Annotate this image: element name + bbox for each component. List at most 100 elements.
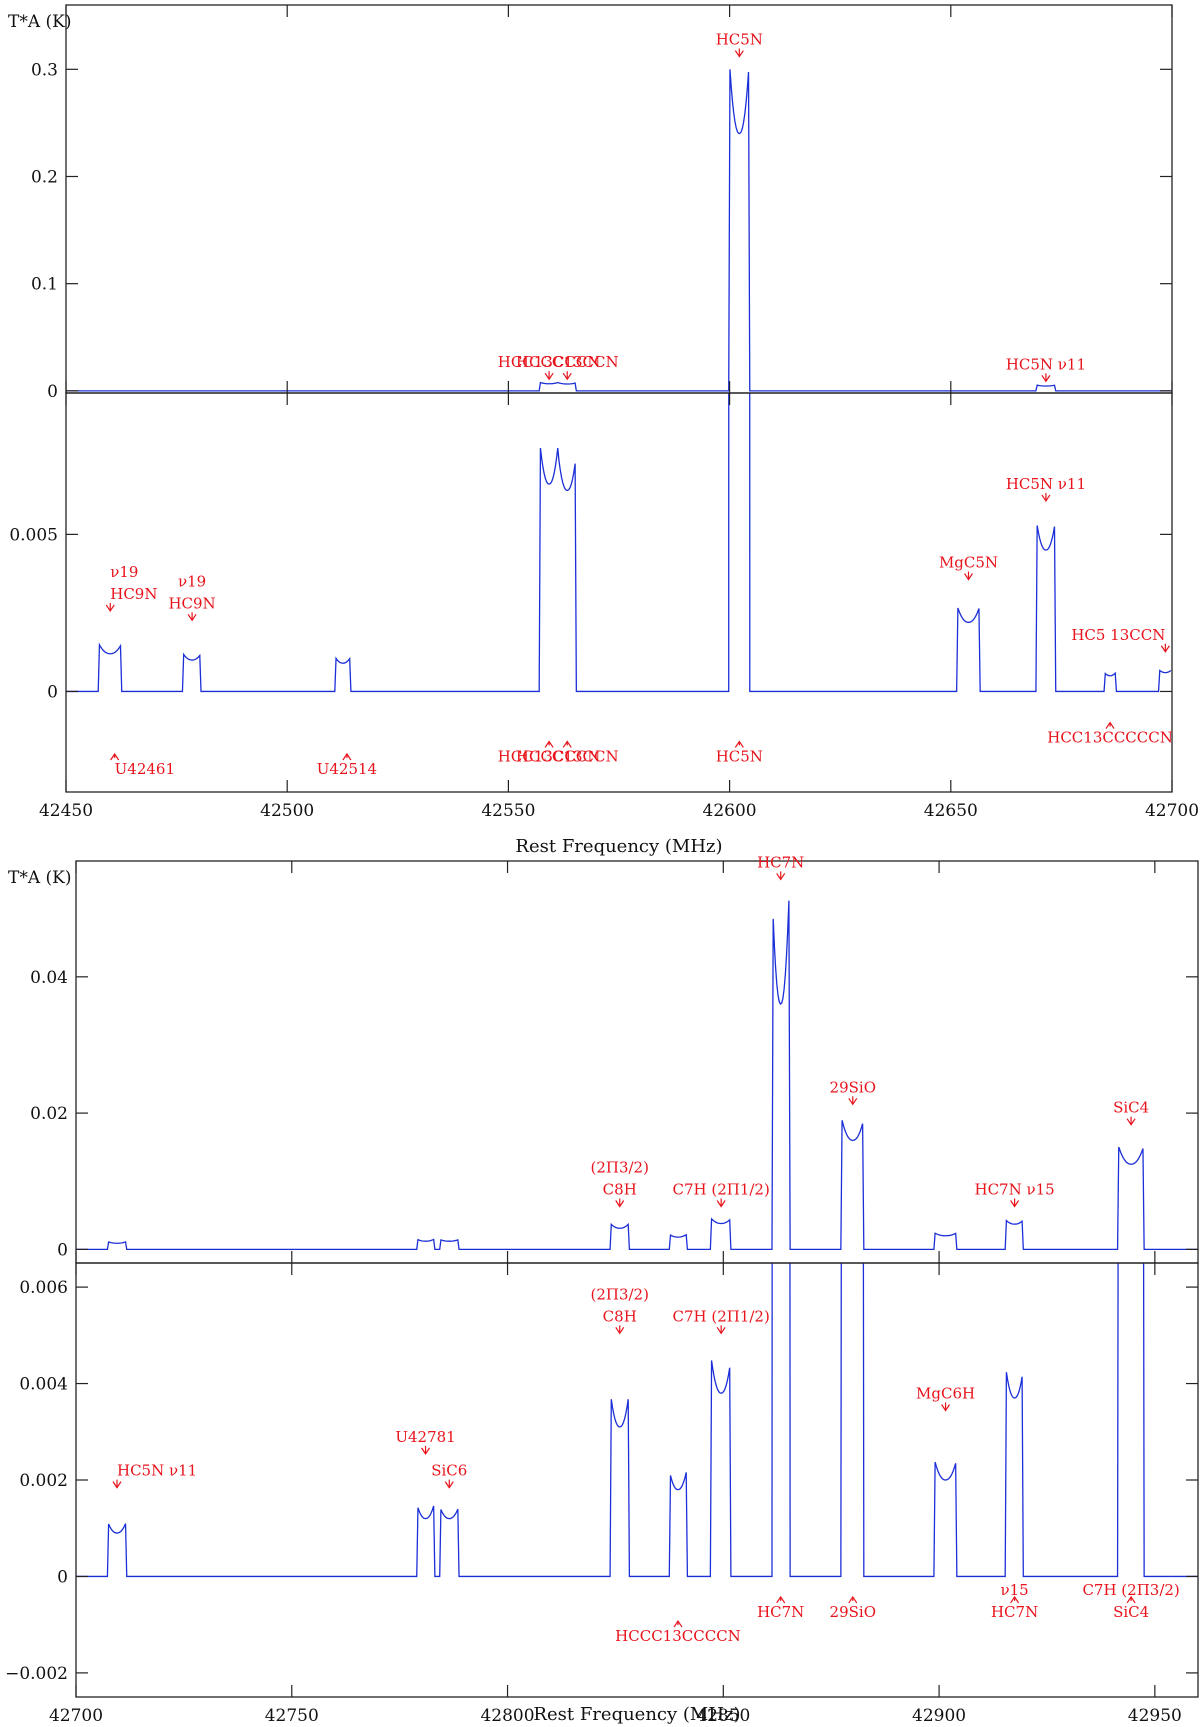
- chart-2: 0 0.02 0.04 HC7N 29SiO SiC4 HC7N ν15 C8H (2Π3/2)…: [5, 853, 1199, 1726]
- x-tick-label: 42450: [39, 801, 93, 821]
- annotation-arrowhead: [1105, 721, 1115, 729]
- annotation-mgc5n: MgC5N: [939, 554, 998, 572]
- annotation-arrowhead: [105, 604, 115, 613]
- y-axis-title: T*A (K): [8, 868, 71, 888]
- y-axis-title: T*A (K): [8, 12, 71, 32]
- annotation-arrowhead: [562, 372, 572, 381]
- annotation-c8h: C8H: [603, 1307, 637, 1325]
- annotation-u42461: U42461: [115, 760, 175, 778]
- annotation-hc5n-11: HC5N ν11: [1006, 355, 1086, 373]
- y-tick-label: 0.2: [31, 167, 58, 187]
- model-spectrum: [66, 69, 1171, 392]
- annotation-sic4: SiC4: [1113, 1603, 1149, 1621]
- annotation-u42514: U42514: [317, 760, 377, 778]
- y-tick-label: 0: [57, 1240, 68, 1260]
- annotation-arrowhead: [544, 372, 554, 381]
- x-tick-label: 42550: [481, 801, 535, 821]
- x-tick-label: 42900: [912, 1706, 966, 1726]
- y-tick-label: 0.004: [19, 1375, 68, 1395]
- annotation-mgc6h: MgC6H: [916, 1384, 975, 1402]
- annotation-arrowhead: [776, 873, 786, 881]
- x-tick-label: 42950: [1128, 1706, 1182, 1726]
- chart-1-panel-lower: 0 0.005 HC9N ν19 HC9N ν19 U42461 U42514 HCC13CCC…: [9, 392, 1173, 793]
- annotation-c7h-2-1-2: C7H (2Π1/2): [672, 1180, 769, 1198]
- y-tick-label: −0.002: [5, 1664, 68, 1684]
- annotation-2-3-2: (2Π3/2): [590, 1158, 648, 1176]
- annotation-arrowhead: [544, 740, 554, 748]
- annotation-arrowhead: [1010, 1595, 1020, 1604]
- annotation-arrowhead: [734, 50, 744, 58]
- y-tick-label: 0.04: [30, 968, 68, 988]
- annotation-arrowhead: [342, 752, 352, 761]
- chart-2-panel-upper: 0 0.02 0.04 HC7N 29SiO SiC4 HC7N ν15 C8H (2Π3/2)…: [8, 853, 1199, 1264]
- annotation-hc7n-15: HC7N ν15: [974, 1180, 1054, 1198]
- annotation-hcc13cccn: HCC13CCCN: [498, 353, 601, 371]
- x-axis-title: Rest Frequency (MHz): [533, 1704, 740, 1725]
- annotation-arrowhead: [615, 1200, 625, 1208]
- x-tick-label: 42750: [265, 1706, 319, 1726]
- annotation-arrowhead: [562, 740, 572, 748]
- annotation-19: ν19: [110, 563, 138, 581]
- model-spectrum: [76, 1263, 1198, 1578]
- annotation-arrowhead: [1041, 375, 1051, 383]
- x-axis-title: Rest Frequency (MHz): [515, 836, 722, 857]
- y-tick-label: 0.005: [9, 525, 58, 545]
- annotation-arrowhead: [112, 1481, 122, 1489]
- annotation-arrowhead: [110, 752, 120, 761]
- model-spectrum: [66, 393, 1172, 693]
- annotation-arrowhead: [615, 1326, 625, 1335]
- annotation-hc5n: HC5N: [716, 31, 763, 49]
- annotation-hc5n: HC5N: [716, 747, 763, 765]
- x-tick-label: 42700: [49, 1706, 103, 1726]
- annotation-hc7n: HC7N: [757, 853, 804, 871]
- annotation-c8h: C8H: [603, 1180, 637, 1198]
- annotation-arrowhead: [848, 1097, 858, 1106]
- annotation-hccc13ccccn: HCCC13CCCCN: [615, 1627, 741, 1645]
- y-tick-label: 0: [47, 682, 58, 702]
- x-tick-label: 42850: [696, 1706, 750, 1726]
- x-tick-label: 42500: [260, 801, 314, 821]
- y-tick-label: 0.1: [31, 275, 58, 295]
- annotation-2-3-2: (2Π3/2): [590, 1285, 648, 1303]
- annotation-arrowhead: [421, 1447, 431, 1455]
- y-tick-label: 0: [47, 382, 58, 402]
- annotation-hc5n-11: HC5N ν11: [1006, 475, 1086, 493]
- annotation-arrowhead: [673, 1619, 683, 1628]
- annotation-arrowhead: [734, 740, 744, 748]
- annotation-arrowhead: [1160, 645, 1170, 653]
- annotation-arrowhead: [963, 573, 973, 581]
- annotation-15: ν15: [1000, 1581, 1028, 1599]
- annotation-arrowhead: [716, 1200, 726, 1208]
- annotation-19: ν19: [178, 572, 206, 590]
- annotation-hc7n: HC7N: [757, 1603, 804, 1621]
- x-tick-label: 42600: [703, 801, 757, 821]
- x-tick-label: 42800: [480, 1706, 534, 1726]
- annotation-arrowhead: [848, 1595, 858, 1604]
- annotation-hc9n: HC9N: [168, 594, 215, 612]
- annotation-arrowhead: [187, 614, 197, 622]
- annotation-arrowhead: [444, 1481, 454, 1489]
- annotation-u42781: U42781: [395, 1428, 455, 1446]
- y-tick-label: 0.3: [31, 60, 58, 80]
- plots-group: 0 0.1 0.2 0.3 HC5N HCC13CCCN HCCC13CCN HC5N ν11…: [5, 4, 1199, 1726]
- annotation-29sio: 29SiO: [830, 1078, 876, 1096]
- y-tick-label: 0.006: [19, 1278, 68, 1298]
- annotation-arrowhead: [1126, 1118, 1136, 1126]
- annotation-arrowhead: [776, 1595, 786, 1604]
- model-spectrum: [76, 900, 1198, 1251]
- annotation-hccc13ccn: HCCC13CCN: [516, 747, 619, 765]
- annotation-arrowhead: [716, 1326, 726, 1335]
- annotation-hc7n: HC7N: [991, 1603, 1038, 1621]
- annotation-hcc13cccccn: HCC13CCCCCN: [1047, 729, 1173, 747]
- chart-2-panel-lower: −0.002 0 0.002 0.004 0.006 HC5N ν11 U42781 SiC6…: [5, 1262, 1199, 1698]
- x-tick-label: 42650: [924, 801, 978, 821]
- annotation-hc9n: HC9N: [110, 585, 157, 603]
- y-tick-label: 0.002: [19, 1471, 68, 1491]
- annotation-arrowhead: [1126, 1595, 1136, 1604]
- annotation-hc5-13ccn: HC5 13CCN: [1071, 626, 1165, 644]
- y-tick-label: 0: [57, 1567, 68, 1587]
- panel-frame: [65, 392, 1173, 793]
- annotation-hc5n-11: HC5N ν11: [117, 1462, 197, 1480]
